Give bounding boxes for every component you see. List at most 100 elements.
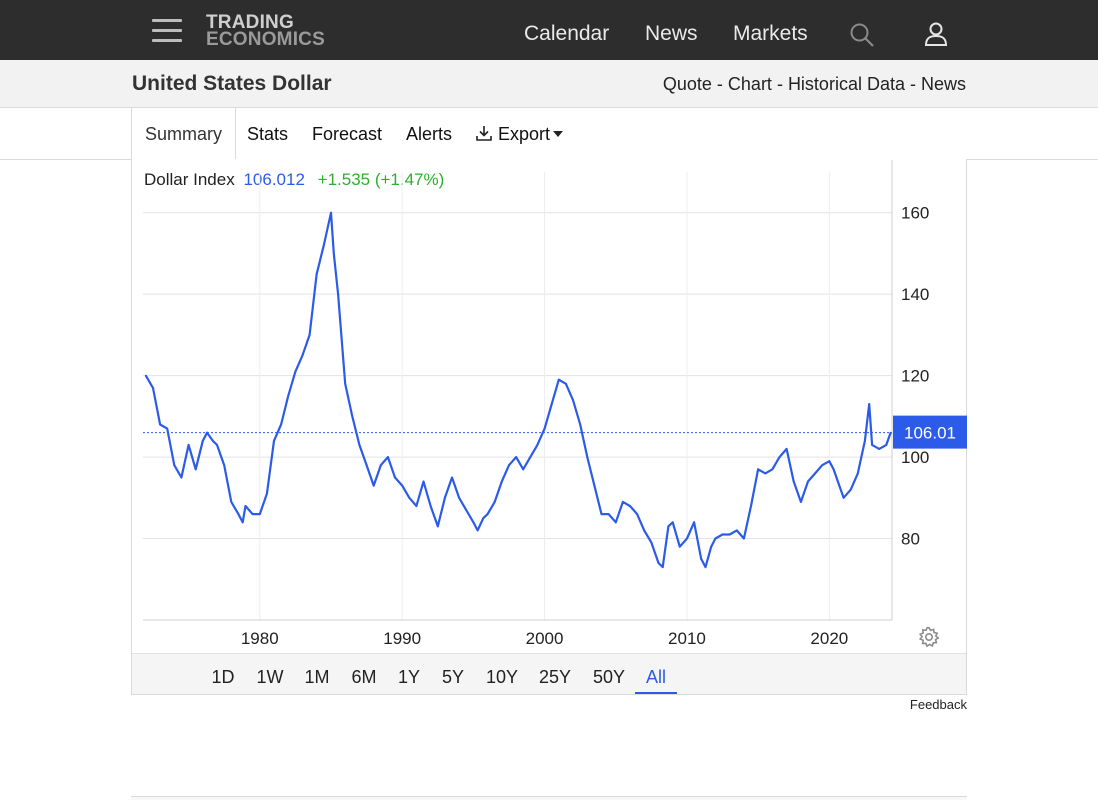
range-25y[interactable]: 25Y <box>538 667 572 687</box>
data-point <box>529 456 532 458</box>
quote-change: +1.535 (+1.47%) <box>317 170 445 189</box>
search-icon[interactable] <box>849 22 875 48</box>
data-point <box>223 464 226 467</box>
data-point <box>629 505 631 507</box>
data-point <box>206 431 208 434</box>
range-selector: 1D 1W 1M 6M 1Y 5Y 10Y 25Y 50Y All <box>132 653 966 694</box>
tab-forecast[interactable]: Forecast <box>312 124 383 144</box>
data-point <box>778 456 781 458</box>
y-tick-label: 80 <box>901 530 920 549</box>
data-point <box>301 354 304 357</box>
data-point <box>821 464 824 467</box>
last-value-badge <box>893 415 967 449</box>
data-point <box>704 566 707 568</box>
divider <box>131 796 967 800</box>
data-point <box>211 439 214 442</box>
chevron-down-icon <box>553 131 564 138</box>
title-bar: United States Dollar Quote - Chart - Histori… <box>0 60 1098 108</box>
range-6m[interactable]: 6M <box>351 667 377 687</box>
tab-summary[interactable]: Summary <box>131 108 237 161</box>
gear-icon[interactable] <box>918 626 940 648</box>
data-point <box>465 509 468 511</box>
data-point <box>536 444 539 446</box>
data-point <box>885 444 888 446</box>
data-point <box>401 484 404 487</box>
data-point <box>586 456 589 458</box>
data-point <box>152 387 154 389</box>
chart-panel <box>131 159 967 695</box>
data-point <box>686 537 688 540</box>
tab-stats[interactable]: Stats <box>247 124 289 144</box>
data-point <box>785 448 788 450</box>
tab-row: Summary Stats Forecast Alerts Export <box>0 108 1098 161</box>
range-1w[interactable]: 1W <box>256 667 284 687</box>
logo-line-1: TRADING <box>206 12 294 33</box>
data-point <box>878 448 881 450</box>
quote-value: 106.012 <box>243 170 305 189</box>
range-50y[interactable]: 50Y <box>592 667 626 687</box>
data-point <box>508 464 510 467</box>
logo[interactable]: TRADING ECONOMICS <box>206 12 325 49</box>
data-point <box>842 496 845 499</box>
data-point <box>187 444 190 446</box>
data-point <box>771 468 774 471</box>
data-point <box>372 484 375 487</box>
range-1y[interactable]: 1Y <box>397 667 421 687</box>
data-point <box>344 382 347 385</box>
data-point <box>700 558 703 560</box>
data-point <box>600 513 603 515</box>
data-point <box>543 427 546 430</box>
data-point <box>322 244 325 247</box>
quick-link-news[interactable]: News <box>920 74 966 94</box>
range-1m[interactable]: 1M <box>304 667 330 687</box>
data-point <box>864 439 866 442</box>
nav-link-calendar[interactable]: Calendar <box>524 22 610 45</box>
data-point <box>515 456 517 458</box>
y-tick-label: 120 <box>901 367 929 386</box>
data-point <box>180 476 183 479</box>
data-point <box>273 439 275 442</box>
data-point <box>194 468 197 471</box>
x-tick-label: 2000 <box>526 629 564 648</box>
chart-area[interactable]: 80 100 120 140 160 1980 1990 2000 2010 2020 106.01 <box>131 160 967 652</box>
quick-link-chart[interactable]: Chart <box>727 74 772 94</box>
data-point <box>849 488 852 491</box>
feedback-link[interactable]: Feedback <box>909 697 967 712</box>
data-point <box>436 525 439 528</box>
data-point <box>251 513 254 515</box>
data-point <box>565 382 567 385</box>
range-5y[interactable]: 5Y <box>441 667 465 687</box>
range-1d[interactable]: 1D <box>211 667 235 687</box>
data-point <box>735 529 738 532</box>
data-point <box>807 480 809 483</box>
range-all[interactable]: All <box>635 654 677 694</box>
tab-export[interactable]: Export <box>475 108 564 160</box>
range-10y[interactable]: 10Y <box>485 667 519 687</box>
data-point <box>714 537 717 540</box>
nav-link-markets[interactable]: Markets <box>733 22 808 45</box>
data-point <box>828 460 831 463</box>
data-point <box>636 513 638 515</box>
data-point <box>358 444 361 446</box>
data-point <box>266 492 268 495</box>
data-point <box>800 501 802 503</box>
data-point <box>750 505 752 507</box>
data-point <box>287 395 290 397</box>
data-point <box>871 444 873 446</box>
data-point <box>365 464 368 467</box>
data-point <box>889 431 892 434</box>
data-point <box>678 545 681 548</box>
data-point <box>550 403 553 405</box>
y-tick-label: 160 <box>901 204 929 223</box>
quick-link-historical-data[interactable]: Historical Data <box>787 74 905 94</box>
quick-link-quote[interactable]: Quote <box>662 74 712 94</box>
user-icon[interactable] <box>922 20 950 48</box>
data-point <box>422 480 425 483</box>
data-point <box>593 484 596 487</box>
data-point <box>244 505 247 507</box>
data-point <box>814 472 816 475</box>
nav-link-news[interactable]: News <box>645 22 698 45</box>
data-point <box>622 501 624 503</box>
menu-icon[interactable] <box>152 19 182 43</box>
tab-alerts[interactable]: Alerts <box>406 124 453 144</box>
